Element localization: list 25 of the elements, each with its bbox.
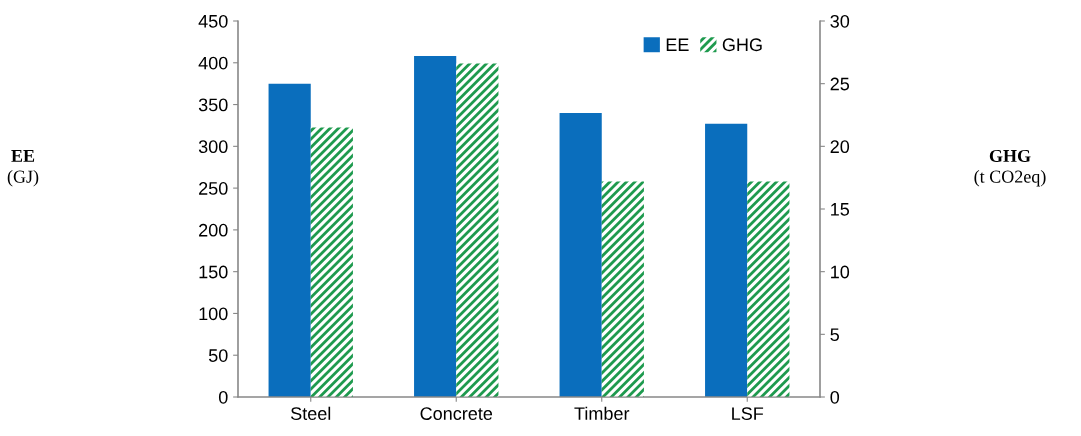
y2-tick-label: 10	[831, 265, 850, 279]
y2-tick-label: 15	[831, 203, 850, 216]
y-tick-label: 0	[218, 390, 228, 404]
y-tick-label: 350	[198, 98, 228, 112]
y-tick-label: 200	[199, 223, 228, 237]
legend-label: EE	[666, 38, 689, 51]
text: EE (GJ)	[7, 150, 39, 187]
x-tick-label: LSF	[732, 407, 764, 420]
text: GHG (t CO2eq)	[974, 149, 1046, 187]
y-tick-label: 100	[199, 307, 228, 321]
x-tick-label: Timber	[574, 406, 630, 420]
y2-tick-label: 25	[830, 77, 850, 91]
y-tick-label: 250	[199, 182, 228, 195]
x-tick-label: Steel	[290, 406, 331, 420]
y2-tick-label: 20	[830, 140, 850, 154]
y-tick-label: 400	[198, 56, 228, 70]
legend-label: GHG	[722, 38, 762, 52]
y2-tick-label: 0	[830, 390, 840, 404]
x-tick-label: Concrete	[420, 407, 493, 420]
y-tick-label: 300	[198, 140, 228, 154]
y2-tick-label: 5	[830, 328, 840, 342]
y-tick-label: 50	[208, 349, 228, 362]
y-tick-label: 450	[198, 14, 228, 28]
y2-tick-label: 30	[830, 14, 850, 28]
y-tick-label: 150	[199, 265, 228, 279]
